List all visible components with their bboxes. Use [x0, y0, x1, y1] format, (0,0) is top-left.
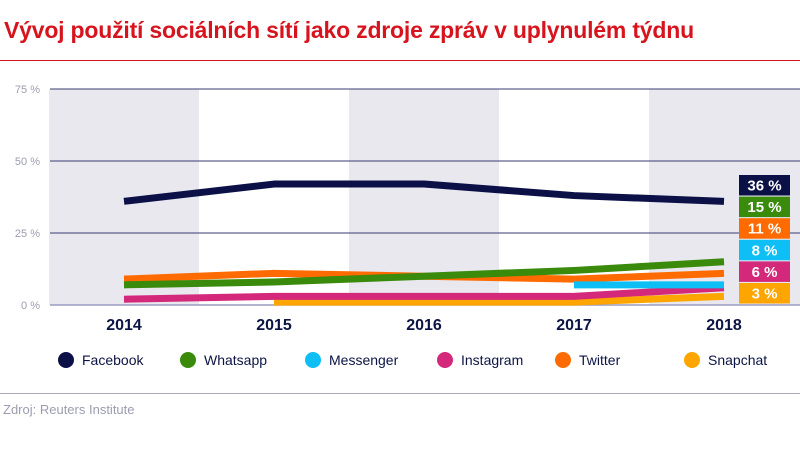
legend-swatch — [305, 352, 321, 368]
legend-item-messenger: Messenger — [305, 352, 398, 368]
y-tick-label: 0 % — [21, 300, 40, 312]
legend-item-snapchat: Snapchat — [684, 352, 767, 368]
column-band — [349, 89, 499, 305]
end-label-messenger: 8 % — [752, 242, 778, 259]
legend-item-facebook: Facebook — [58, 352, 143, 368]
end-label-box-instagram — [739, 261, 790, 282]
title-divider — [0, 60, 800, 61]
end-label-box-facebook — [739, 175, 790, 196]
legend-label: Instagram — [461, 352, 524, 368]
line-chart: 0 % 25 % 50 % 75 % 2014 2015 2016 2017 2018 36 % 1… — [15, 84, 800, 334]
legend-swatch — [555, 352, 571, 368]
x-tick-label: 2018 — [706, 317, 742, 334]
legend-swatch — [684, 352, 700, 368]
series-line-whatsapp — [123, 258, 725, 289]
legend-label: Whatsapp — [204, 352, 268, 368]
end-label-whatsapp: 15 % — [747, 199, 781, 216]
legend-label: Twitter — [579, 352, 621, 368]
end-label-box-snapchat — [739, 283, 790, 304]
x-tick-label: 2015 — [256, 317, 292, 334]
legend-label: Snapchat — [708, 352, 768, 368]
legend-label: Facebook — [82, 352, 144, 368]
legend-item-instagram: Instagram — [437, 352, 523, 368]
x-tick-label: 2016 — [406, 317, 442, 334]
legend: Facebook Whatsapp Messenger Instagram Twitte… — [0, 352, 800, 374]
end-label-facebook: 36 % — [747, 178, 781, 195]
chart-title: Vývoj použití sociálních sítí jako zdroj… — [4, 17, 694, 43]
end-label-box-twitter — [739, 218, 790, 239]
end-label-box-whatsapp — [739, 196, 790, 218]
end-label-box-messenger — [739, 239, 790, 261]
legend-swatch — [180, 352, 196, 368]
x-tick-label: 2017 — [556, 317, 592, 334]
end-label-twitter: 11 % — [748, 221, 781, 238]
legend-swatch — [58, 352, 74, 368]
series-line-facebook — [123, 180, 725, 205]
y-tick-label: 75 % — [15, 84, 40, 96]
x-tick-label: 2014 — [106, 317, 142, 334]
end-label-snapchat: 3 % — [752, 286, 778, 303]
series-line-snapchat — [274, 292, 725, 306]
footer-divider — [0, 393, 800, 394]
legend-item-whatsapp: Whatsapp — [180, 352, 267, 368]
series-line-instagram — [123, 284, 725, 303]
legend-swatch — [437, 352, 453, 368]
end-label-instagram: 6 % — [752, 264, 778, 281]
legend-label: Messenger — [329, 352, 399, 368]
source-note: Zdroj: Reuters Institute — [3, 402, 135, 417]
y-tick-label: 50 % — [15, 156, 40, 168]
legend-item-twitter: Twitter — [555, 352, 620, 368]
y-tick-label: 25 % — [15, 228, 40, 240]
